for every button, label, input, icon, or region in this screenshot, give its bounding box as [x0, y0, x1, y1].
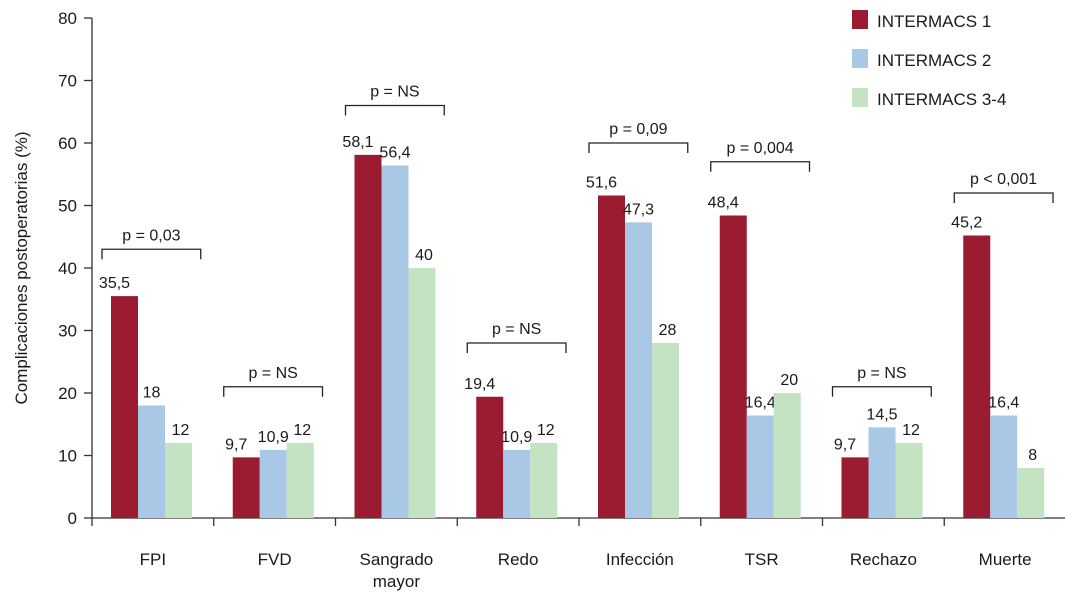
y-tick-label: 10: [58, 447, 77, 466]
y-tick-label: 70: [58, 72, 77, 91]
data-label: 16,4: [745, 395, 776, 412]
p-value-label: p = NS: [370, 84, 419, 101]
data-label: 19,4: [464, 376, 495, 393]
x-tick-label: Rechazo: [850, 550, 917, 569]
bar: [503, 449, 531, 518]
x-tick-label: TSR: [745, 550, 779, 569]
significance-bracket: [223, 386, 324, 397]
p-value-label: p = 0,004: [727, 140, 794, 157]
y-tick-label: 30: [58, 322, 77, 341]
y-tick-label: 0: [68, 509, 77, 528]
bar: [165, 443, 192, 518]
p-value-label: p = 0,09: [609, 121, 667, 138]
significance-bracket: [344, 104, 445, 116]
bar: [841, 457, 869, 518]
bar: [625, 222, 652, 518]
x-tick-label: Muerte: [979, 550, 1032, 569]
bar: [963, 235, 991, 518]
x-tick-label: Infección: [606, 550, 674, 569]
bar: [232, 457, 260, 518]
data-label: 14,5: [866, 406, 897, 423]
y-tick-label: 80: [58, 9, 77, 28]
legend-label: INTERMACS 3-4: [877, 90, 1006, 109]
x-tick-label: Sangrado mayor: [360, 550, 434, 591]
plot-area: 0 10 20 30 40 50 60 70 80 35,5 18 12 FPI p = 0,03 9,7 1…: [58, 9, 1065, 591]
data-label: 18: [143, 385, 161, 402]
bar: [354, 154, 382, 518]
data-label: 45,2: [951, 215, 982, 232]
bar: [381, 165, 409, 518]
significance-bracket: [953, 192, 1054, 203]
bar: [476, 396, 504, 518]
x-tick-label: FPI: [140, 550, 166, 569]
data-label: 10,9: [501, 429, 532, 446]
bar: [408, 268, 436, 518]
data-label: 9,7: [225, 436, 247, 453]
x-tick-label: FVD: [258, 550, 292, 569]
significance-bracket: [710, 161, 811, 172]
data-label: 47,3: [623, 201, 654, 218]
legend-label: INTERMACS 2: [877, 51, 991, 70]
significance-bracket: [466, 342, 567, 353]
bar: [138, 405, 165, 518]
data-label: 9,7: [834, 436, 856, 453]
legend: INTERMACS 1 INTERMACS 2 INTERMACS 3-4: [852, 10, 1006, 109]
significance-bracket: [101, 248, 202, 260]
bar: [895, 443, 923, 518]
data-label: 16,4: [988, 395, 1019, 412]
y-tick-label: 40: [58, 259, 77, 278]
legend-label: INTERMACS 1: [877, 12, 991, 31]
data-label: 12: [293, 422, 311, 439]
data-label: 56,4: [379, 145, 410, 162]
data-label: 20: [780, 372, 798, 389]
bar: [286, 443, 314, 518]
y-axis-label: Complicaciones postoperatorias (%): [12, 131, 31, 404]
legend-swatch: [852, 88, 868, 107]
data-label: 51,6: [586, 175, 617, 192]
bar: [746, 415, 774, 518]
data-label: 8: [1028, 447, 1037, 464]
legend-swatch: [852, 49, 868, 68]
y-tick-label: 60: [58, 134, 77, 153]
p-value-label: p = NS: [248, 365, 297, 382]
p-value-label: p = 0,03: [122, 227, 180, 244]
data-label: 12: [902, 422, 920, 439]
bar: [719, 215, 747, 518]
data-label: 28: [659, 322, 677, 339]
bar: [111, 296, 138, 518]
bar: [530, 443, 558, 518]
x-tick-label: Redo: [498, 550, 539, 569]
bar: [1017, 468, 1045, 518]
legend-swatch: [852, 10, 868, 29]
y-tick-label: 50: [58, 197, 77, 216]
data-label: 40: [415, 247, 433, 264]
data-label: 10,9: [258, 429, 289, 446]
data-label: 48,4: [708, 195, 739, 212]
data-label: 58,1: [342, 134, 373, 151]
significance-bracket: [831, 386, 932, 397]
bar: [259, 449, 287, 518]
p-value-label: p = NS: [492, 321, 541, 338]
bar: [990, 415, 1018, 518]
p-value-label: p < 0,001: [970, 171, 1037, 188]
significance-bracket: [588, 142, 689, 153]
data-label: 12: [537, 422, 555, 439]
y-tick-label: 20: [58, 384, 77, 403]
p-value-label: p = NS: [857, 365, 906, 382]
bar: [652, 343, 679, 518]
bar: [773, 393, 801, 518]
bar: [598, 195, 625, 518]
bar: [868, 427, 896, 518]
data-label: 12: [172, 422, 190, 439]
data-label: 35,5: [99, 275, 130, 292]
